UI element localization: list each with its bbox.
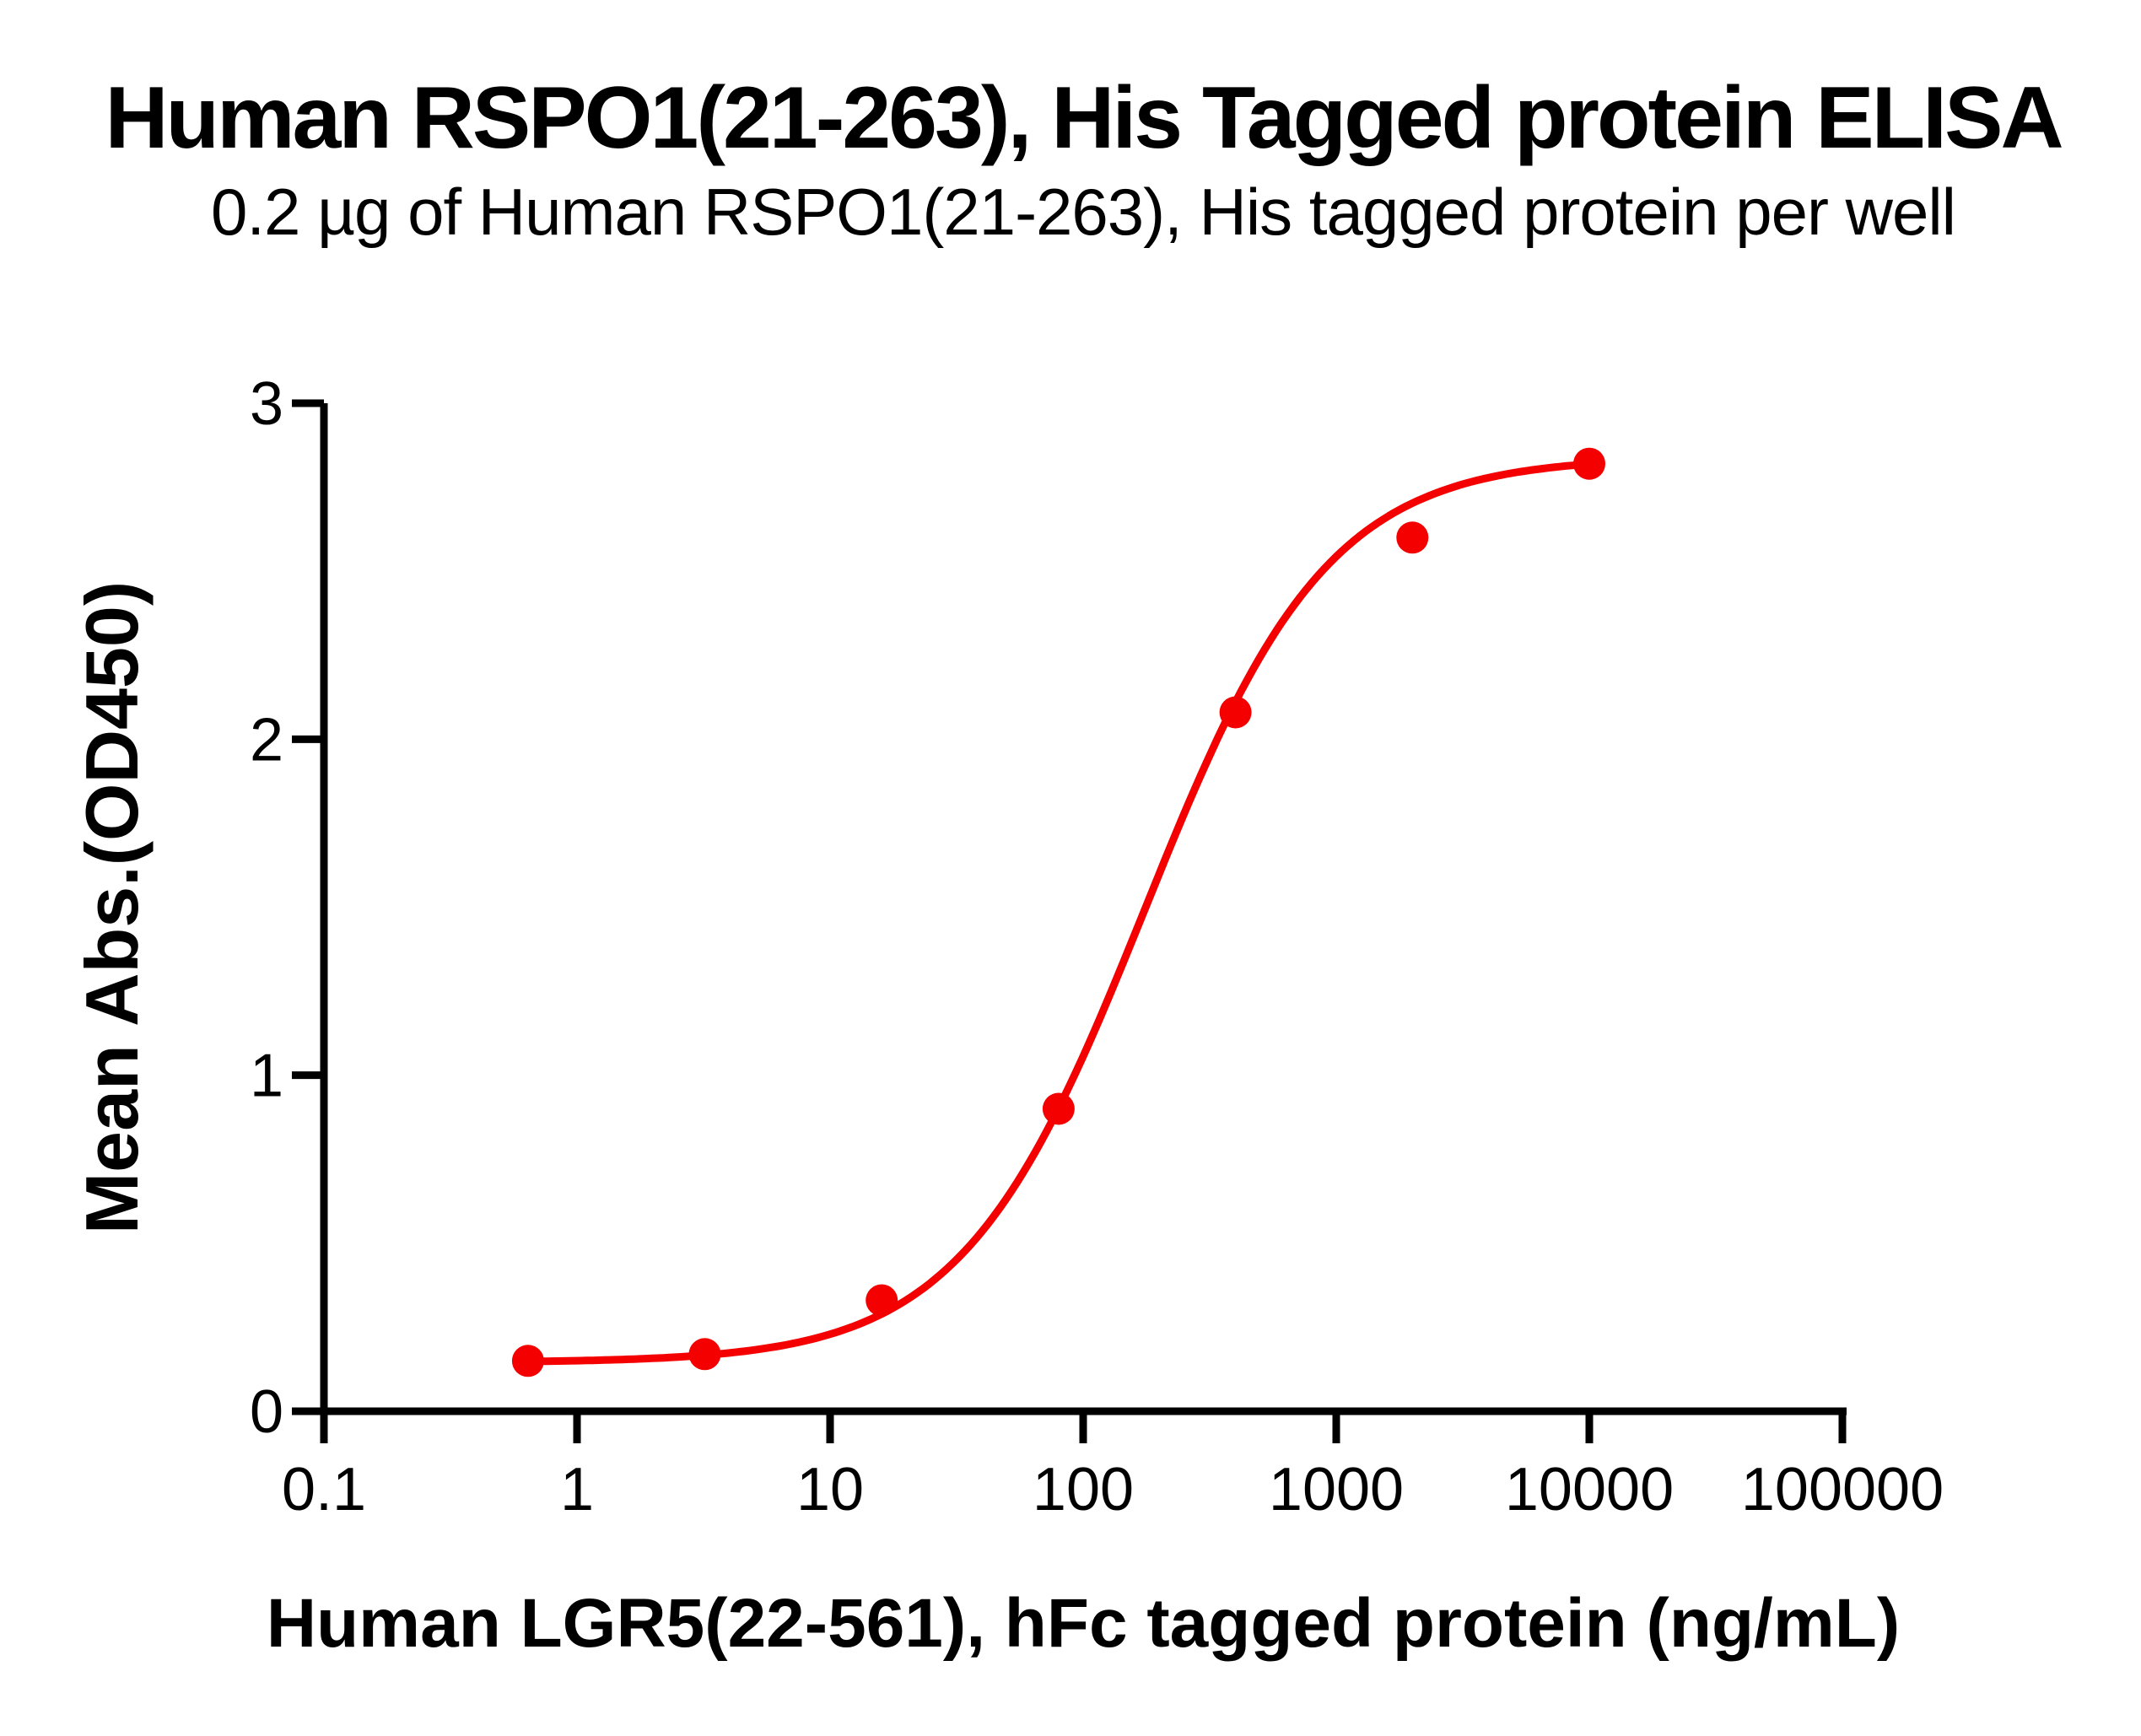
chart-subtitle: 0.2 µg of Human RSPO1(21-263), His tagge… (211, 175, 1955, 249)
y-tick-label: 2 (250, 706, 283, 774)
x-tick-label: 100 (1033, 1456, 1134, 1523)
x-tick-label: 1 (560, 1456, 594, 1523)
y-ticks (292, 399, 324, 1415)
y-tick-label: 0 (250, 1378, 283, 1446)
y-tick-labels: 0 1 2 3 (250, 370, 283, 1446)
y-axis-title: Mean Abs.(OD450) (70, 581, 154, 1234)
chart-title: Human RSPO1(21-263), His Tagged protein … (105, 69, 2062, 167)
x-tick-label: 10 (796, 1456, 864, 1523)
y-axis: 0 1 2 3 (250, 370, 328, 1446)
x-tick-label: 1000 (1269, 1456, 1404, 1523)
x-ticks (320, 1411, 1847, 1443)
x-axis: 0.1 1 10 100 1000 10000 100000 (282, 1407, 1944, 1523)
y-tick-label: 3 (250, 370, 283, 438)
data-point (866, 1284, 898, 1317)
x-tick-label: 100000 (1741, 1456, 1944, 1523)
fit-curve (524, 460, 1594, 1366)
data-point (1573, 447, 1605, 480)
data-points (511, 447, 1605, 1377)
x-axis-title: Human LGR5(22-561), hFc tagged protein (… (267, 1585, 1900, 1662)
x-tick-label: 10000 (1505, 1456, 1674, 1523)
data-point (511, 1345, 544, 1377)
x-tick-labels: 0.1 1 10 100 1000 10000 100000 (282, 1456, 1944, 1523)
x-tick-label: 0.1 (282, 1456, 366, 1523)
data-point (688, 1338, 721, 1371)
data-point (1042, 1092, 1075, 1125)
data-point (1396, 521, 1429, 554)
data-point (1219, 696, 1252, 729)
y-tick-label: 1 (250, 1043, 283, 1110)
